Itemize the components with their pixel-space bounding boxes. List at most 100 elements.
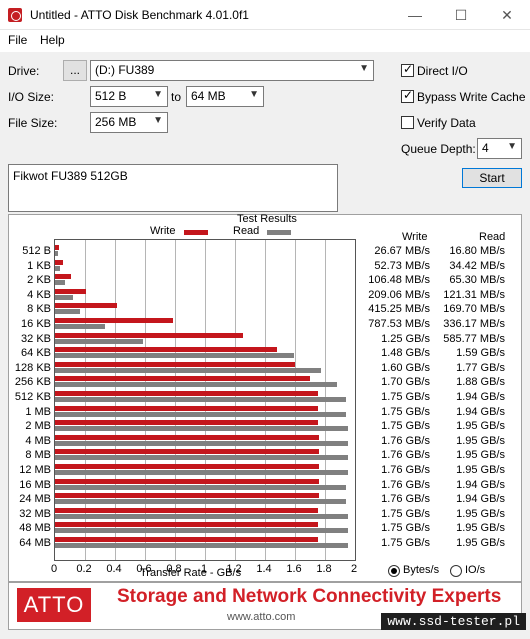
x-axis-label: Transfer Rate - GB/s [140,567,242,579]
read-bar [55,309,81,315]
close-icon[interactable]: ✕ [501,7,513,23]
write-bar [55,347,277,353]
description-textarea[interactable]: Fikwot FU389 512GB [8,164,338,212]
read-value: 1.95 GB/s [456,537,505,549]
x-tick-label: 1.2 [226,563,242,575]
write-bar [55,522,318,528]
write-value: 1.75 GB/s [381,522,430,535]
io-radio[interactable] [450,565,462,577]
row-label: 12 MB [19,464,51,476]
read-value: 1.95 GB/s [456,522,505,535]
write-value: 1.75 GB/s [381,507,430,520]
x-tick-label: 0.6 [136,563,152,575]
browse-drive-button[interactable]: ... [63,60,87,81]
read-value: 1.95 GB/s [456,464,505,476]
read-value: 1.95 GB/s [456,420,505,433]
read-bar [55,382,337,388]
read-bar [55,265,61,271]
col-read-header: Read [479,231,506,243]
row-label: 4 KB [27,288,51,301]
write-value: 1.75 GB/s [381,420,430,433]
read-value: 121.31 MB/s [443,288,505,301]
row-label: 8 MB [25,449,51,462]
row-label: 256 KB [14,376,51,389]
read-bar [55,426,348,432]
file-size-select[interactable]: 256 MB ▼ [90,112,168,133]
chevron-down-icon: ▼ [153,115,163,126]
write-bar [55,391,318,396]
read-value: 336.17 MB/s [443,318,505,330]
row-label: 16 KB [21,318,51,330]
read-bar [55,543,348,548]
write-bar [55,259,63,265]
read-value: 1.95 GB/s [456,507,505,520]
legend-read-label: Read [233,225,260,237]
x-tick-label: 1.4 [256,563,272,575]
bypass-write-cache-checkbox[interactable] [401,88,414,103]
start-button[interactable]: Start [462,168,522,188]
chevron-down-icon: ▼ [359,63,369,74]
row-label: 16 MB [19,478,51,491]
read-bar [55,470,348,475]
read-value: 65.30 MB/s [449,274,505,287]
menu-help[interactable]: Help [40,33,65,47]
queue-depth-value: 4 [482,141,489,155]
read-value: 34.42 MB/s [449,259,505,272]
write-bar [55,274,71,280]
read-value: 16.80 MB/s [449,245,505,257]
minimize-icon[interactable]: — [408,7,422,23]
menu-file[interactable]: File [8,33,28,47]
queue-depth-select[interactable]: 4 ▼ [477,138,522,159]
read-value: 585.77 MB/s [443,332,505,345]
write-bar [55,493,319,499]
write-bar [55,332,243,338]
write-bar [55,449,319,455]
row-label: 2 KB [27,274,51,287]
write-value: 209.06 MB/s [368,288,430,301]
row-label: 32 KB [21,332,51,345]
write-bar [55,434,319,440]
write-bar [55,507,318,513]
banner-url: www.atto.com [227,611,296,623]
read-bar [55,353,294,359]
legend-read-swatch [267,230,291,235]
write-value: 1.75 GB/s [381,405,430,418]
read-bar [55,280,65,286]
maximize-icon[interactable]: ☐ [454,7,468,23]
results-chart: Test Results Write Read Write Read Trans… [8,213,522,582]
write-bar [55,288,87,294]
bytes-radio[interactable] [388,565,400,577]
write-value: 1.60 GB/s [381,361,430,374]
io-size-from-value: 512 B [95,89,127,103]
write-bar [55,361,295,367]
io-size-label: I/O Size: [8,90,55,104]
write-value: 1.76 GB/s [381,464,430,476]
read-bar [55,397,346,402]
write-value: 52.73 MB/s [374,259,430,272]
read-value: 1.94 GB/s [456,478,505,491]
io-size-from-select[interactable]: 512 B ▼ [90,86,168,107]
window-title: Untitled - ATTO Disk Benchmark 4.01.0f1 [30,8,249,22]
row-label: 1 MB [25,405,51,418]
menu-bar: File Help [0,30,530,52]
verify-data-checkbox[interactable] [401,116,414,129]
read-bar [55,455,348,461]
drive-label: Drive: [8,64,40,78]
direct-io-checkbox[interactable] [401,62,414,77]
read-bar [55,338,143,344]
chevron-down-icon: ▼ [153,89,163,100]
file-size-value: 256 MB [95,115,137,129]
verify-data-label: Verify Data [417,116,476,130]
read-value: 1.59 GB/s [456,347,505,360]
x-tick-label: 2 [350,563,358,575]
read-value: 1.94 GB/s [456,391,505,403]
drive-select[interactable]: (D:) FU389 ▼ [90,60,374,81]
write-bar [55,420,318,426]
read-value: 1.94 GB/s [456,493,505,506]
drive-value: (D:) FU389 [95,63,155,77]
write-bar [55,478,319,484]
read-bar [55,513,348,519]
io-size-to-select[interactable]: 64 MB ▼ [186,86,264,107]
row-label: 32 MB [19,507,51,520]
banner-tagline: Storage and Network Connectivity Experts [117,586,502,607]
